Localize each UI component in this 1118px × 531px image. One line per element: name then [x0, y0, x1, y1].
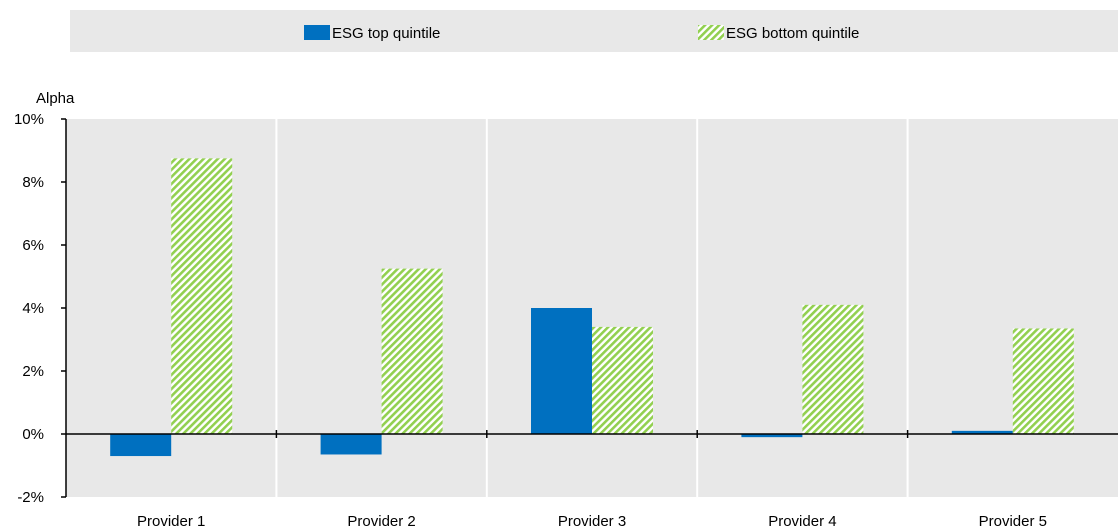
bars: [110, 158, 1074, 457]
legend-background: [70, 10, 1118, 52]
y-tick-labels: -2% 0% 2% 4% 6% 8% 10%: [14, 111, 44, 506]
bar-top-quintile-5: [951, 430, 1013, 434]
legend-label-bottom: ESG bottom quintile: [726, 25, 859, 42]
y-tick-label: 0%: [22, 426, 44, 443]
x-tick-label: Provider 5: [979, 513, 1047, 530]
y-tick-label: 2%: [22, 363, 44, 380]
y-tick-label: 4%: [22, 300, 44, 317]
y-tick-label: 8%: [22, 174, 44, 191]
x-tick-label: Provider 1: [137, 513, 205, 530]
x-tick-label: Provider 4: [768, 513, 836, 530]
axes: [61, 118, 1118, 498]
bar-top-quintile-3: [531, 308, 592, 434]
bar-bottom-quintile-1: [171, 158, 233, 434]
bar-top-quintile-2: [320, 434, 382, 455]
legend: ESG top quintile ESG bottom quintile: [70, 10, 1118, 52]
x-tick-label: Provider 2: [347, 513, 415, 530]
bar-bottom-quintile-2: [381, 268, 443, 434]
legend-swatch-top: [304, 25, 330, 40]
y-axis-label: Alpha: [36, 90, 75, 107]
bar-bottom-quintile-5: [1012, 328, 1074, 434]
bar-bottom-quintile-4: [802, 304, 864, 434]
bar-top-quintile-1: [110, 434, 172, 457]
x-tick-labels: Provider 1 Provider 2 Provider 3 Provider 4…: [137, 513, 1047, 530]
y-tick-label: 10%: [14, 111, 44, 128]
bar-top-quintile-4: [741, 434, 803, 438]
legend-label-top: ESG top quintile: [332, 25, 440, 42]
legend-swatch-bottom: [698, 25, 724, 40]
x-tick-label: Provider 3: [558, 513, 626, 530]
y-tick-label: -2%: [17, 489, 44, 506]
y-tick-label: 6%: [22, 237, 44, 254]
bar-bottom-quintile-3: [592, 326, 653, 434]
